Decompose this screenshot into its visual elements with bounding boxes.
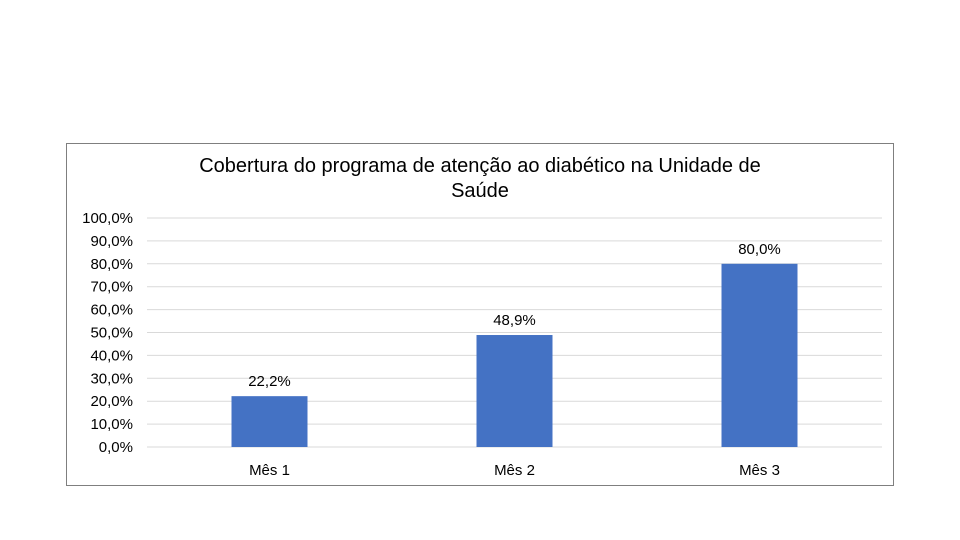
y-tick-label: 40,0%	[90, 347, 133, 364]
category-label: Mês 3	[739, 462, 780, 479]
y-tick-label: 80,0%	[90, 256, 133, 273]
data-label: 80,0%	[738, 241, 781, 258]
y-tick-label: 0,0%	[99, 439, 133, 456]
y-tick-label: 90,0%	[90, 233, 133, 250]
chart-title-line-1: Cobertura do programa de atenção ao diab…	[199, 155, 761, 177]
category-label: Mês 2	[494, 462, 535, 479]
y-tick-label: 100,0%	[82, 210, 133, 227]
bar	[476, 335, 553, 447]
data-label: 48,9%	[493, 312, 536, 329]
y-axis-tick-labels: 0,0% 10,0% 20,0% 30,0% 40,0% 50,0% 60,0% 70,0% 8…	[82, 210, 133, 456]
bar	[231, 396, 308, 447]
bars	[231, 263, 798, 447]
chart-title-line-2: Saúde	[451, 180, 509, 202]
data-label: 22,2%	[248, 373, 291, 390]
y-tick-label: 30,0%	[90, 370, 133, 387]
data-labels: 22,2% 48,9% 80,0%	[248, 241, 781, 390]
y-tick-label: 50,0%	[90, 325, 133, 342]
bar	[721, 263, 798, 447]
x-axis-category-labels: Mês 1 Mês 2 Mês 3	[249, 462, 780, 479]
category-label: Mês 1	[249, 462, 290, 479]
y-tick-label: 20,0%	[90, 393, 133, 410]
y-tick-label: 10,0%	[90, 416, 133, 433]
y-tick-label: 70,0%	[90, 279, 133, 296]
y-tick-label: 60,0%	[90, 302, 133, 319]
chart-title: Cobertura do programa de atenção ao diab…	[199, 155, 761, 202]
